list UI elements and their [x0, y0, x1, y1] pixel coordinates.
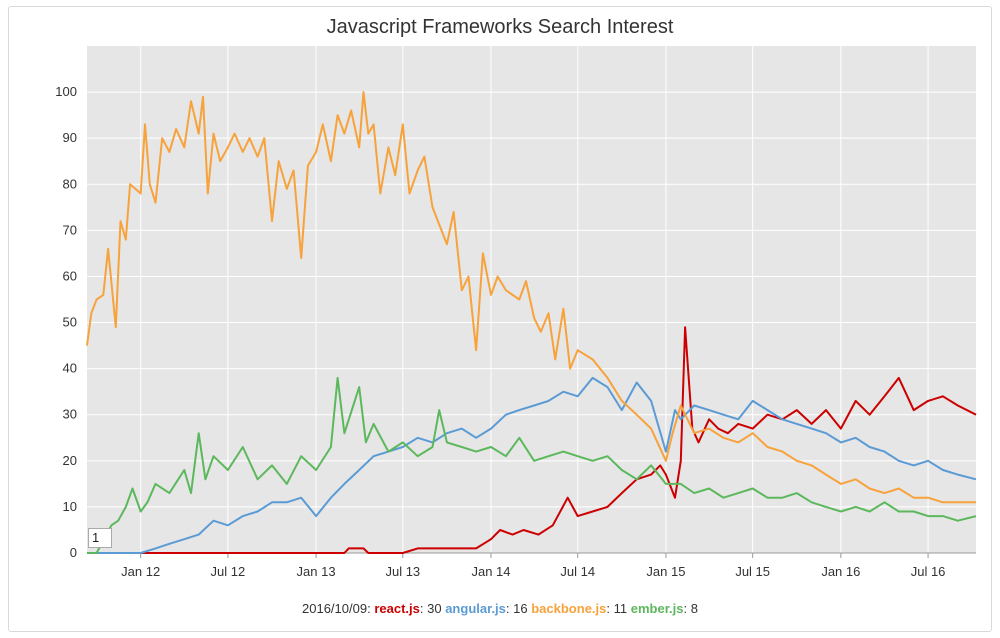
x-tick-label: Jul 13 — [385, 564, 420, 579]
series-line-backbone-js — [86, 91, 976, 504]
x-tick-label: Jan 14 — [471, 564, 510, 579]
legend-label: angular.js — [445, 601, 506, 616]
y-tick-label: 0 — [70, 545, 77, 560]
legend-item-react: react.js: 30 — [374, 601, 442, 616]
roll-period-input[interactable] — [88, 528, 112, 548]
y-tick-label: 50 — [63, 315, 77, 330]
x-axis-ticks: Jan 12 Jul 12 Jan 13 Jul 13 Jan 14 Jul 14 Jan … — [121, 553, 945, 579]
series-line-react-js — [87, 326, 977, 554]
legend-value: 8 — [690, 601, 698, 616]
legend-value: 30 — [427, 601, 442, 616]
x-tick-label: Jul 15 — [735, 564, 770, 579]
chart-title: Javascript Frameworks Search Interest — [326, 16, 674, 38]
legend: 2016/10/09: react.js: 30 angular.js: 16 … — [0, 601, 1000, 616]
legend-item-angular: angular.js: 16 — [445, 601, 528, 616]
legend-date: 2016/10/09 — [302, 601, 368, 616]
x-tick-label: Jan 13 — [297, 564, 336, 579]
y-tick-label: 30 — [63, 407, 77, 422]
y-tick-label: 80 — [63, 176, 77, 191]
y-tick-label: 20 — [63, 453, 77, 468]
legend-label: backbone.js — [531, 601, 607, 616]
series-lines — [86, 91, 977, 554]
series-line-ember-js — [87, 376, 977, 554]
x-tick-label: Jan 16 — [821, 564, 860, 579]
y-tick-label: 100 — [55, 84, 77, 99]
y-tick-label: 60 — [63, 268, 77, 283]
y-axis-ticks: 0 10 20 30 40 50 60 70 80 90 100 — [55, 84, 77, 560]
y-tick-label: 70 — [63, 222, 77, 237]
plot-background — [87, 46, 976, 553]
y-tick-label: 10 — [63, 499, 77, 514]
y-tick-label: 90 — [63, 130, 77, 145]
y-tick-label: 40 — [63, 361, 77, 376]
x-tick-label: Jul 12 — [211, 564, 246, 579]
legend-value: 16 — [513, 601, 528, 616]
legend-item-ember: ember.js: 8 — [630, 601, 698, 616]
grid-lines — [87, 46, 976, 554]
series-line-angular-js — [87, 376, 977, 554]
legend-colon: : — [367, 601, 375, 616]
legend-value: 11 — [613, 601, 628, 616]
legend-item-backbone: backbone.js: 11 — [531, 601, 628, 616]
x-tick-label: Jul 14 — [560, 564, 595, 579]
x-tick-label: Jan 15 — [646, 564, 685, 579]
legend-label: react.js — [374, 601, 420, 616]
legend-label: ember.js — [630, 601, 684, 616]
x-tick-label: Jan 12 — [121, 564, 160, 579]
x-tick-label: Jul 16 — [911, 564, 946, 579]
